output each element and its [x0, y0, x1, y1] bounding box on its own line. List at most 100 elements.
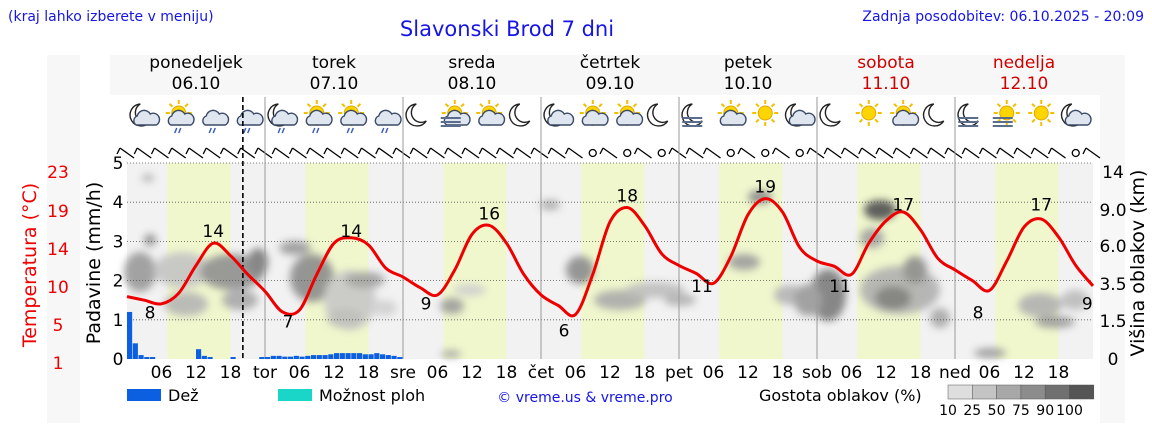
temperature-label: 9 [421, 295, 432, 315]
x-tick: 06 [151, 363, 173, 383]
temperature-label: 18 [616, 187, 638, 207]
wind-barb [568, 147, 583, 159]
wind-calm [726, 148, 735, 158]
cloud-rain-icon [202, 109, 230, 134]
x-tick: 06 [289, 363, 311, 383]
day-name: torek [312, 53, 356, 73]
wind-barb-tick [150, 147, 156, 155]
x-tick: 12 [461, 363, 483, 383]
day-date: 10.10 [724, 74, 773, 94]
cloud-rain-icon [374, 109, 402, 134]
daylight-band [581, 163, 645, 359]
temperature-tick: 5 [53, 316, 64, 336]
wind-barb [930, 147, 946, 159]
wind-barb-tick [685, 147, 690, 155]
wind-barb-tick [478, 147, 483, 155]
temperature-label: 8 [145, 304, 156, 324]
temperature-label: 6 [559, 321, 570, 341]
moon-cloud-icon [129, 103, 161, 127]
sun-cloud-icon [579, 100, 609, 126]
temperature-label: 16 [478, 204, 500, 224]
sun-icon [1028, 100, 1055, 126]
cloud-density-scale: 10 25 50 75 90 100 [939, 384, 1095, 419]
cloud-height-tick: 14 [1102, 163, 1124, 183]
cloud-scale-label: 90 [1036, 403, 1054, 419]
wind-barb [740, 147, 756, 159]
wind-calm [761, 148, 770, 158]
wind-barb-tick [961, 147, 966, 155]
wind-barb [343, 147, 359, 159]
sun-cloud-icon [717, 100, 747, 126]
rain-bar [132, 343, 138, 359]
wind-calm [795, 148, 804, 158]
wind-barb [878, 147, 894, 159]
wind-barb [637, 147, 652, 159]
cloud-height-tick: 9.0 [1099, 201, 1126, 221]
rain-bar [305, 355, 311, 359]
cloud-scale-swatch [1020, 384, 1046, 400]
credit-link[interactable]: © vreme.us & vreme.pro [497, 390, 672, 406]
wind-barb-tick [806, 147, 811, 155]
temperature-label: 11 [691, 277, 713, 297]
moon-cloud-icon [1060, 103, 1092, 127]
cloud-density-layer [124, 174, 1089, 358]
wind-barb [274, 147, 290, 159]
wind-barb [171, 147, 187, 159]
wind-barb [464, 147, 480, 159]
x-tick: sre [390, 363, 416, 383]
wind-barb-tick [288, 147, 294, 155]
temperature-label: 19 [754, 178, 776, 198]
wind-barb-tick [202, 147, 207, 155]
rain-bars [127, 311, 403, 359]
day-name: ponedeljek [149, 53, 243, 73]
moon-icon [922, 103, 945, 127]
wind-barb-tick [375, 147, 380, 155]
temperature-label: 11 [829, 277, 851, 297]
wind-barb [1033, 147, 1049, 159]
rain-bar [138, 355, 144, 359]
temperature-tick: 14 [47, 240, 69, 260]
temperature-line [126, 197, 1095, 318]
rain-bar [391, 355, 397, 359]
cloud-scale-swatch [1069, 384, 1095, 400]
sun-cloud-rain-icon [303, 100, 333, 134]
wind-barb [999, 147, 1015, 159]
last-update: Zadnja posodobitev: 06.10.2025 - 20:09 [862, 9, 1144, 25]
cloud-scale-swatch [996, 384, 1022, 400]
sun-cloud-icon [476, 100, 506, 126]
right-axis-ticks: 14 9.0 6.0 3.5 1.5 0 [1099, 163, 1126, 370]
sun-icon [855, 100, 882, 126]
wind-barb-tick [495, 147, 501, 155]
x-tick: 12 [323, 363, 345, 383]
x-tick: 12 [875, 363, 897, 383]
daylight-band [995, 163, 1059, 359]
wind-barb-tick [840, 147, 846, 155]
rain-bar [322, 355, 328, 359]
wind-barb-tick [409, 147, 414, 155]
day-header-band [110, 55, 1100, 95]
rain-bar [270, 355, 276, 359]
rain-bar [265, 357, 271, 359]
temperature-label: 8 [973, 304, 984, 324]
wind-barb [188, 147, 204, 159]
rain-bar [316, 355, 322, 359]
x-tick: tor [253, 363, 277, 383]
wind-barb-tick [702, 147, 708, 155]
wind-barb [378, 147, 394, 159]
wind-row [116, 147, 1101, 159]
cloud-scale-swatch [1044, 384, 1070, 400]
sun-cloud-rain-icon [338, 100, 368, 134]
wind-barb [895, 147, 911, 159]
menu-hint[interactable]: (kraj lahko izberete v meniju) [8, 9, 214, 25]
wind-barb [205, 147, 221, 159]
wind-barb [1016, 147, 1032, 159]
day-name: sobota [857, 53, 915, 73]
wind-barb-tick [168, 147, 173, 155]
wind-calm [623, 148, 632, 158]
temperature-labels: 8 14 7 14 9 16 6 18 11 19 11 17 8 17 9 [145, 178, 1093, 342]
rain-bar [230, 357, 236, 359]
wind-calm [657, 148, 666, 158]
rain-bar [299, 356, 305, 359]
